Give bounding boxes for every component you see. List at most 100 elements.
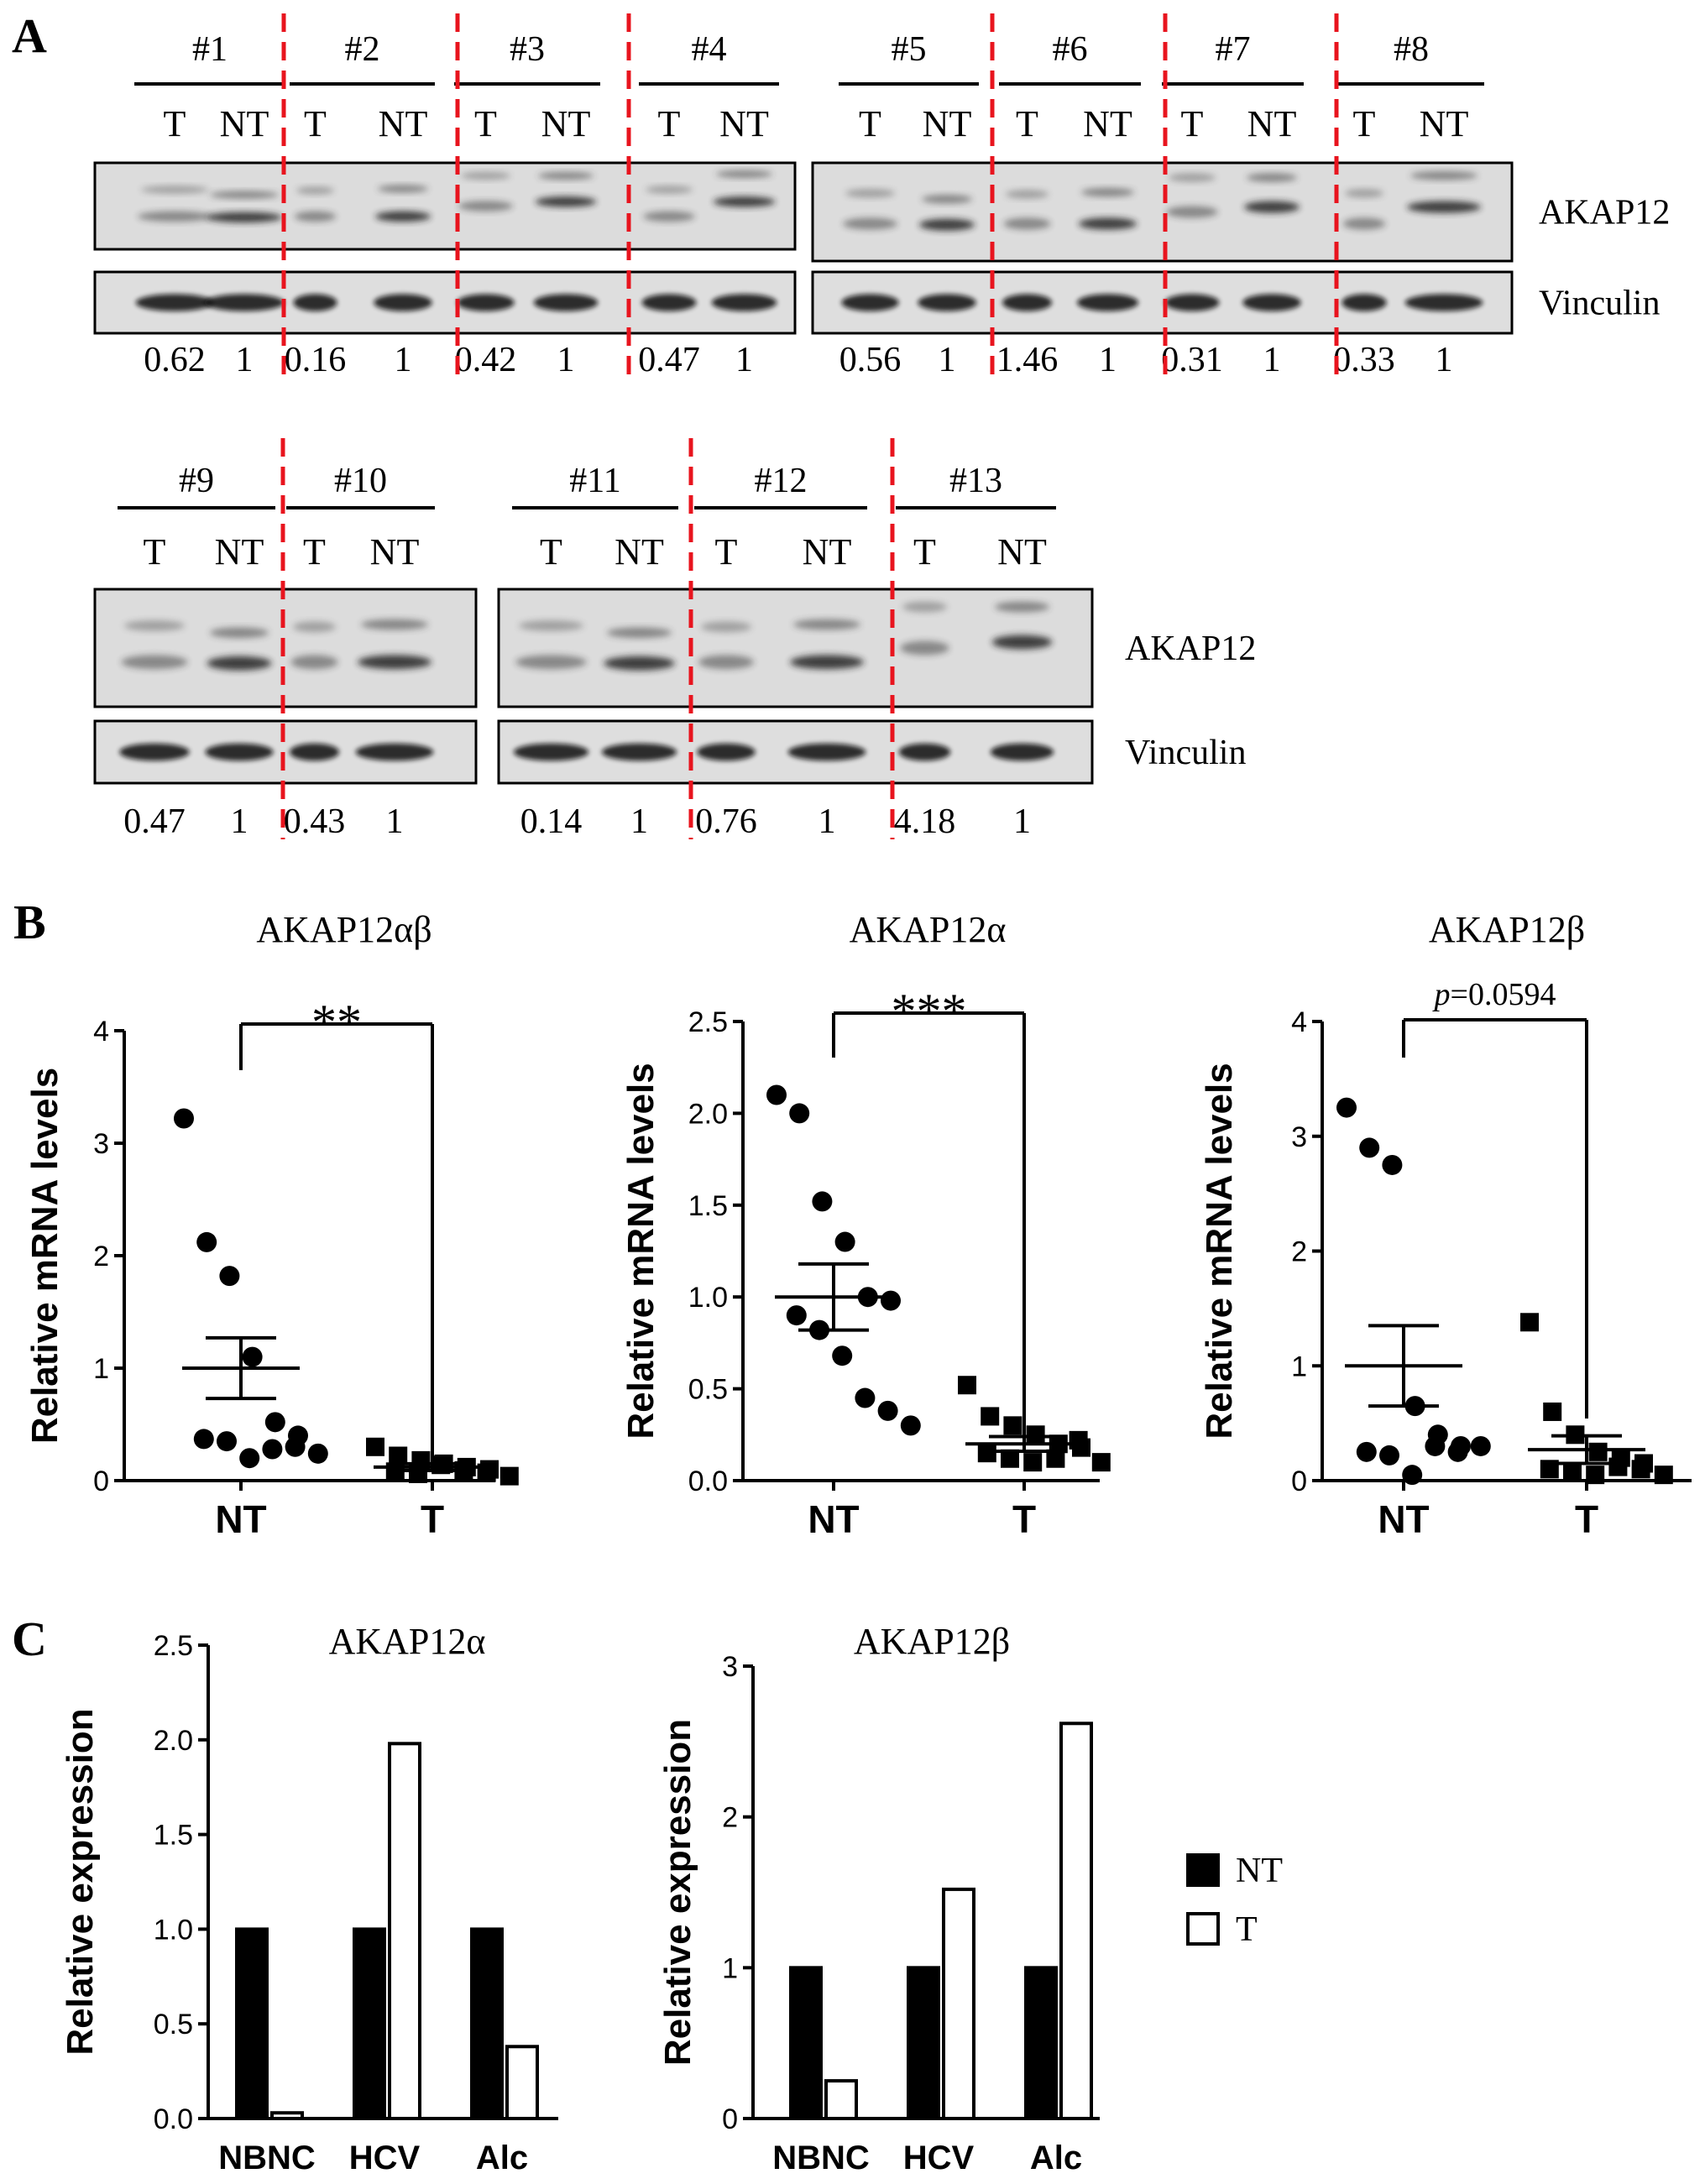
vinculin-membrane: [811, 270, 1514, 335]
vinculin-band: [293, 294, 337, 311]
sample-id: #7: [1216, 30, 1251, 69]
akap12-band-upper: [141, 185, 208, 194]
data-point: [262, 1439, 283, 1460]
akap12-band-upper: [1081, 187, 1134, 197]
sample-id: #11: [569, 462, 620, 500]
akap12-band-upper: [793, 619, 860, 630]
y-axis-label: Relative mRNA levels: [1199, 1063, 1240, 1439]
vinculin-band: [641, 294, 697, 311]
lane-label-t: T: [1353, 103, 1376, 144]
sample-id: #9: [179, 462, 214, 500]
vinculin-band: [1242, 294, 1301, 311]
akap12-band: [1407, 201, 1481, 213]
data-point: [1588, 1442, 1608, 1461]
akap12-membrane: [93, 588, 478, 708]
ratio-value: 0.47: [638, 341, 700, 379]
akap12-band: [843, 217, 897, 230]
akap12-band-upper: [716, 170, 772, 179]
y-tick-label: 0.5: [688, 1374, 728, 1406]
legend-swatch: [1186, 1853, 1220, 1887]
akap12-band: [458, 201, 513, 212]
bar: [824, 2079, 858, 2120]
ratio-value: 0.76: [695, 802, 757, 841]
lane-label-t: T: [303, 531, 326, 572]
y-tick-label: 2: [93, 1241, 109, 1272]
ratio-value: 1: [939, 341, 956, 379]
y-tick-label: 4: [93, 1016, 109, 1048]
y-tick-label: 2: [1291, 1236, 1307, 1268]
data-point: [1382, 1154, 1403, 1175]
akap12-band-upper: [701, 621, 751, 633]
x-tick-label: T: [1575, 1497, 1598, 1541]
vinculin-band: [787, 743, 866, 761]
akap12-band: [121, 655, 188, 670]
ratio-value: 0.31: [1161, 341, 1223, 379]
data-point: [812, 1191, 833, 1212]
lane-label-nt: NT: [370, 531, 420, 572]
akap12-band-upper: [1247, 173, 1297, 182]
significance-label: ***: [892, 984, 967, 1039]
bar: [388, 1742, 421, 2120]
akap12-band: [138, 211, 212, 222]
panel-label-b: B: [13, 895, 46, 949]
y-axis-label: Relative mRNA levels: [24, 1068, 65, 1444]
vinculin-band: [711, 294, 777, 311]
data-point: [855, 1387, 876, 1408]
x-tick-label: NT: [1378, 1497, 1429, 1541]
bar: [505, 2045, 539, 2120]
akap12-membrane: [811, 161, 1514, 263]
lane-label-t: T: [913, 531, 936, 572]
vinculin-band: [533, 294, 599, 311]
y-tick-label: 1: [93, 1353, 109, 1385]
data-point: [766, 1084, 787, 1105]
vinculin-band: [898, 743, 951, 761]
vinculin-band: [374, 294, 432, 311]
data-point: [1359, 1137, 1380, 1158]
data-point: [832, 1345, 853, 1366]
sample-id: #5: [892, 30, 927, 69]
significance-label: p=0.0594: [1432, 977, 1556, 1012]
y-tick-label: 3: [722, 1651, 738, 1683]
akap12-band: [713, 196, 776, 207]
protein-label-vinculin: Vinculin: [1539, 285, 1660, 323]
lane-label-t: T: [144, 531, 166, 572]
data-point: [1447, 1441, 1468, 1462]
scatter-chart-akap12a: AKAP12α Relative mRNA levels 0.0 0.5 1.0 1.5 2…: [620, 909, 1111, 1541]
ratio-value: 0.16: [285, 341, 347, 379]
data-point: [900, 1415, 921, 1436]
bar: [1059, 1722, 1093, 2121]
data-point: [1470, 1435, 1491, 1456]
ratio-value: 1: [236, 341, 254, 379]
y-tick-label: 0.5: [154, 2009, 193, 2040]
ratio-value: 1: [386, 802, 404, 841]
vinculin-band: [841, 294, 899, 311]
akap12-band-upper: [922, 195, 972, 204]
bar: [235, 1927, 269, 2120]
vinculin-band: [355, 743, 434, 761]
akap12-band-upper: [378, 185, 428, 193]
data-point: [499, 1466, 519, 1486]
vinculin-band: [1076, 294, 1139, 311]
sample-id: #13: [949, 462, 1002, 500]
y-tick-label: 0: [722, 2103, 738, 2135]
akap12-band-upper: [296, 186, 334, 195]
akap12-band-upper: [1006, 190, 1049, 199]
akap12-band: [375, 211, 431, 222]
akap12-band: [206, 212, 283, 223]
sample-id: #1: [192, 30, 228, 69]
data-point: [239, 1448, 260, 1469]
panel-label-c: C: [12, 1612, 47, 1666]
ratio-value: 0.33: [1333, 341, 1395, 379]
x-tick-label: T: [421, 1497, 444, 1541]
sample-id: #4: [692, 30, 727, 69]
akap12-band-upper: [1410, 170, 1477, 180]
akap12-band-upper: [461, 171, 510, 180]
scatter-chart-akap12b: AKAP12β Relative mRNA levels 0 1 2 3 4 NT Tp=0.0…: [1199, 909, 1692, 1541]
akap12-band: [604, 656, 675, 671]
y-axis-label: Relative mRNA levels: [620, 1063, 662, 1439]
sample-id: #8: [1394, 30, 1429, 69]
vinculin-band: [1164, 294, 1220, 311]
vinculin-band: [135, 294, 214, 311]
vinculin-band: [1002, 294, 1053, 311]
scatter-chart-akap12ab: AKAP12αβ Relative mRNA levels 0 1 2 3 4 NT T **: [24, 909, 519, 1541]
